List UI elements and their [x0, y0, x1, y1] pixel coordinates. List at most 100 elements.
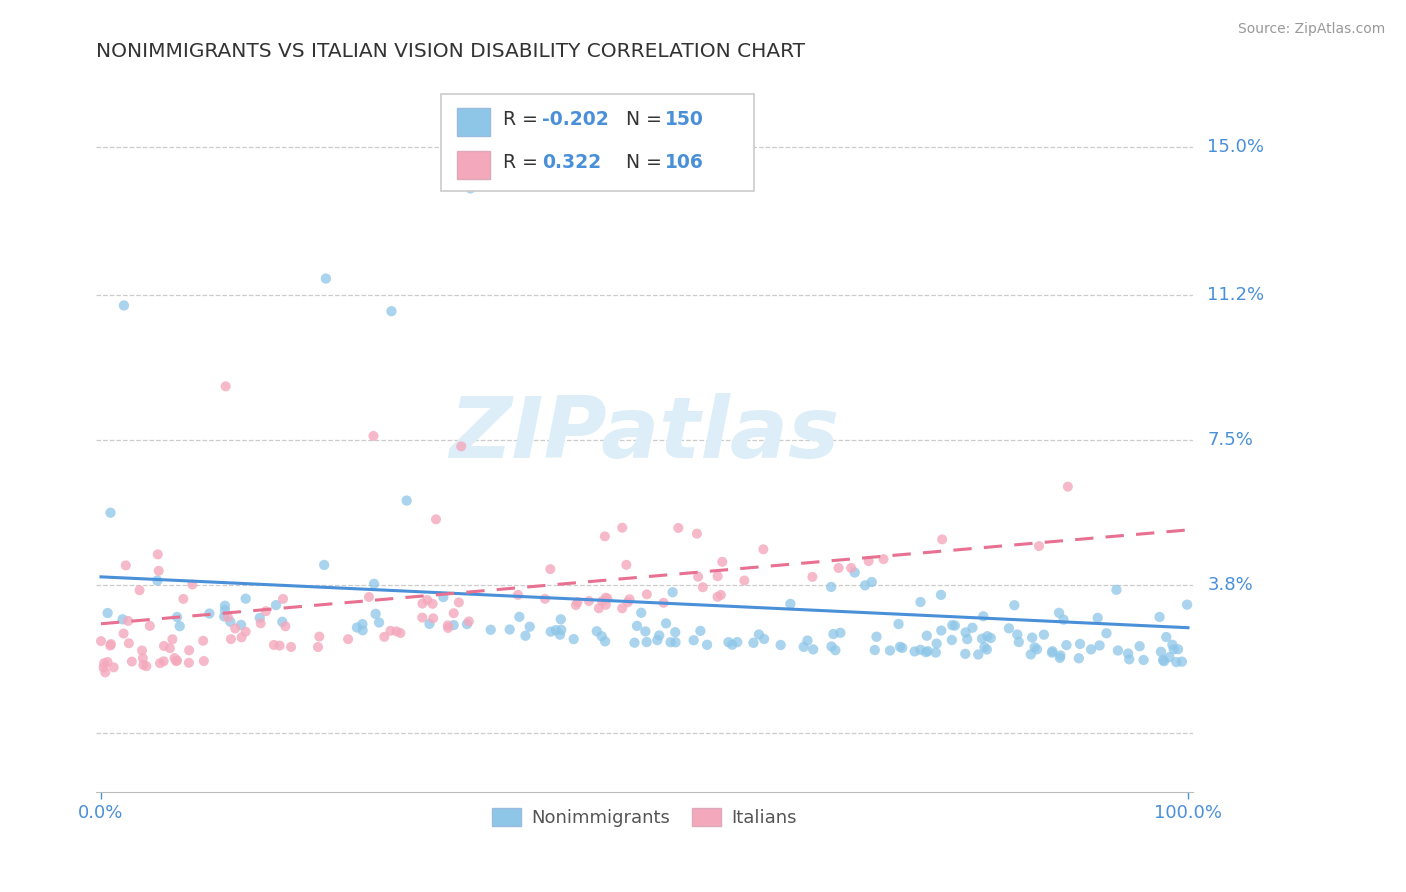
Point: [879, 643, 901, 657]
Point: [801, 570, 824, 584]
Point: [1129, 639, 1152, 653]
Point: [664, 625, 686, 640]
Point: [844, 566, 866, 580]
Point: [929, 624, 952, 638]
Point: [925, 646, 948, 660]
Point: [941, 618, 963, 632]
Point: [970, 632, 993, 646]
Point: [955, 647, 977, 661]
Text: N =: N =: [626, 153, 668, 171]
Point: [567, 595, 589, 609]
Point: [177, 656, 200, 670]
Point: [346, 621, 368, 635]
Point: [1152, 653, 1174, 667]
Point: [925, 637, 948, 651]
Point: [416, 593, 439, 607]
Point: [165, 654, 187, 668]
Point: [1054, 638, 1077, 652]
Point: [479, 623, 502, 637]
Point: [863, 643, 886, 657]
Point: [972, 609, 994, 624]
Point: [976, 629, 998, 643]
Point: [447, 595, 470, 609]
Point: [941, 633, 963, 648]
Text: 150: 150: [665, 110, 704, 128]
Point: [146, 548, 169, 562]
Text: NONIMMIGRANTS VS ITALIAN VISION DISABILITY CORRELATION CHART: NONIMMIGRANTS VS ITALIAN VISION DISABILI…: [96, 42, 804, 61]
Point: [1032, 628, 1054, 642]
Point: [249, 616, 271, 631]
Legend: Nonimmigrants, Italians: Nonimmigrants, Italians: [485, 801, 804, 835]
Point: [93, 661, 115, 675]
Point: [352, 617, 374, 632]
Point: [1153, 654, 1175, 668]
Point: [659, 635, 682, 649]
Point: [508, 610, 530, 624]
Point: [100, 506, 122, 520]
Text: 7.5%: 7.5%: [1208, 431, 1253, 449]
Text: 11.2%: 11.2%: [1208, 286, 1264, 304]
Point: [132, 657, 155, 672]
Point: [229, 618, 252, 632]
Point: [967, 648, 990, 662]
Point: [585, 624, 607, 639]
Point: [1019, 648, 1042, 662]
Point: [443, 618, 465, 632]
Point: [148, 564, 170, 578]
Point: [956, 632, 979, 647]
Point: [820, 640, 842, 654]
Point: [395, 493, 418, 508]
Point: [915, 629, 938, 643]
Point: [96, 655, 118, 669]
Point: [717, 635, 740, 649]
Point: [623, 636, 645, 650]
Point: [215, 379, 238, 393]
Point: [824, 643, 846, 657]
Point: [1107, 643, 1129, 657]
Point: [696, 638, 718, 652]
Point: [943, 618, 966, 632]
Point: [612, 601, 634, 615]
Point: [591, 629, 613, 643]
Point: [550, 623, 572, 637]
Point: [1087, 611, 1109, 625]
Point: [418, 616, 440, 631]
Point: [506, 588, 529, 602]
Point: [214, 603, 236, 617]
Point: [450, 439, 472, 453]
Point: [457, 615, 479, 629]
Point: [166, 653, 188, 667]
Point: [616, 595, 638, 609]
Point: [929, 588, 952, 602]
Point: [1118, 652, 1140, 666]
Point: [648, 628, 671, 642]
Point: [706, 590, 728, 604]
Text: Source: ZipAtlas.com: Source: ZipAtlas.com: [1237, 22, 1385, 37]
Point: [1095, 626, 1118, 640]
Text: N =: N =: [626, 110, 668, 128]
Point: [132, 651, 155, 665]
FancyBboxPatch shape: [441, 94, 754, 191]
Point: [100, 637, 122, 651]
Point: [337, 632, 360, 647]
Point: [1150, 645, 1173, 659]
Point: [193, 654, 215, 668]
Point: [280, 640, 302, 654]
Point: [172, 591, 194, 606]
Point: [519, 620, 541, 634]
Point: [97, 606, 120, 620]
Point: [231, 631, 253, 645]
Point: [1040, 646, 1063, 660]
Point: [315, 271, 337, 285]
Point: [647, 633, 669, 648]
Point: [249, 611, 271, 625]
Point: [955, 625, 977, 640]
Point: [181, 577, 204, 591]
Point: [931, 533, 953, 547]
Point: [146, 574, 169, 588]
Point: [1067, 651, 1090, 665]
Point: [858, 554, 880, 568]
Point: [94, 665, 117, 680]
Point: [135, 659, 157, 673]
Point: [363, 429, 385, 443]
